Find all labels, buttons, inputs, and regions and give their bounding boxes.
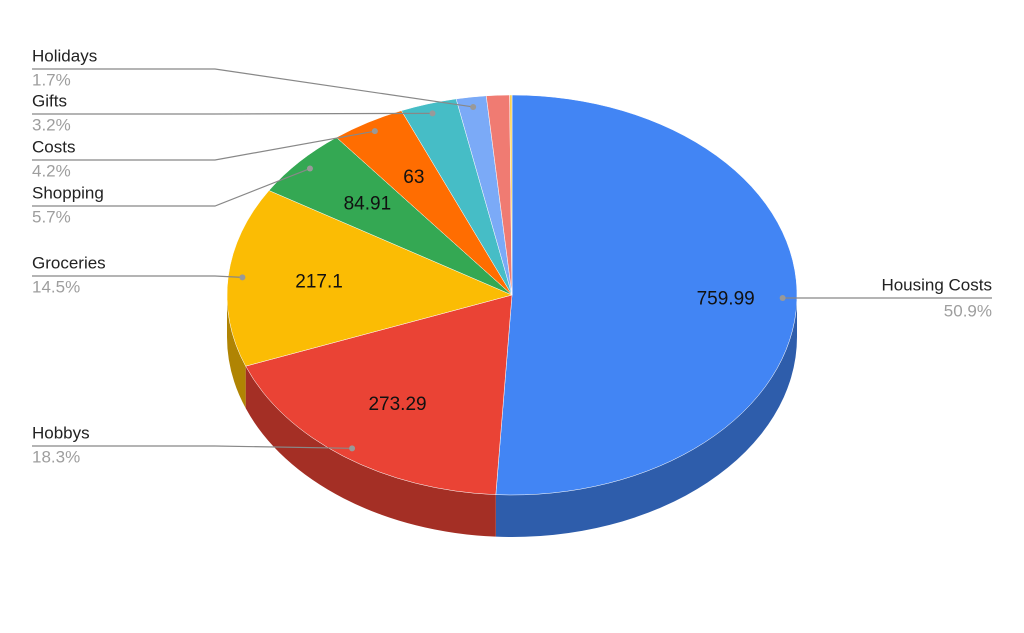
category-label: Groceries (32, 253, 106, 272)
leader-line (32, 167, 311, 207)
category-label: Costs (32, 137, 75, 156)
leader-line (32, 275, 243, 278)
leader-line (32, 445, 353, 449)
leader-dot (779, 295, 786, 301)
leader-dot (349, 445, 356, 452)
category-label: Gifts (32, 91, 67, 110)
leader-line (32, 112, 433, 115)
slice (509, 94, 513, 296)
slice (245, 294, 513, 495)
percent-label: 14.5% (32, 277, 80, 296)
slice-side (495, 295, 797, 537)
value-label: 273.29 (368, 394, 426, 415)
leader-dot (371, 128, 378, 135)
percent-label: 1.7% (32, 70, 71, 89)
slice (495, 94, 798, 496)
percent-label: 18.3% (32, 447, 80, 466)
value-label: 217.1 (295, 271, 343, 292)
value-label: 63 (403, 167, 424, 188)
leader-dot (306, 165, 313, 172)
leader-line (32, 130, 375, 161)
leader-line (32, 68, 474, 108)
percent-label: 3.2% (32, 115, 71, 134)
category-label: Holidays (32, 46, 97, 65)
value-label: 759.99 (697, 288, 755, 309)
percent-label: 5.7% (32, 207, 71, 226)
category-label: Hobbys (32, 423, 90, 442)
leader-dot (429, 110, 436, 117)
percent-label: 50.9% (944, 301, 992, 320)
percent-label: 4.2% (32, 161, 71, 180)
category-label: Shopping (32, 183, 104, 202)
slice-side (227, 295, 246, 409)
slice-side (245, 366, 496, 537)
leader-dot (239, 274, 246, 281)
leader-dot (470, 103, 477, 110)
category-label: Housing Costs (881, 275, 992, 294)
value-label: 84.91 (344, 193, 392, 214)
